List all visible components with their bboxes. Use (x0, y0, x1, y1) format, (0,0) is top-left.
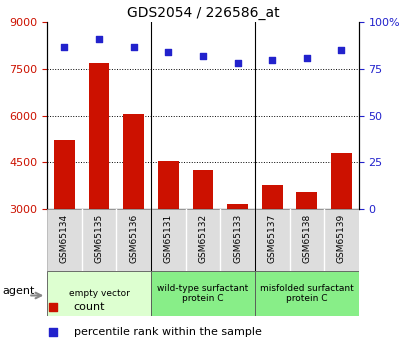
Text: wild-type surfactant
protein C: wild-type surfactant protein C (157, 284, 248, 303)
Point (268, 57, 275, 62)
Bar (116, 209, 151, 271)
Text: GSM65133: GSM65133 (232, 214, 241, 263)
Bar (192, 170, 213, 209)
Bar (296, 191, 317, 209)
Bar (157, 161, 178, 209)
Point (165, 49, 171, 55)
Bar (324, 209, 358, 271)
Bar (54, 140, 75, 209)
Text: GSM65139: GSM65139 (336, 214, 345, 263)
Text: GSM65138: GSM65138 (301, 214, 310, 263)
Bar (220, 209, 254, 271)
Bar (330, 153, 351, 209)
Text: GSM65135: GSM65135 (94, 214, 103, 263)
Bar (81, 209, 116, 271)
Point (303, 55, 309, 61)
Bar (123, 114, 144, 209)
Text: agent: agent (2, 286, 35, 296)
Text: count: count (74, 303, 105, 313)
Bar (254, 209, 289, 271)
Bar (261, 186, 282, 209)
Bar (88, 63, 109, 209)
Bar (254, 271, 358, 316)
Text: GSM65136: GSM65136 (129, 214, 138, 263)
Bar (185, 209, 220, 271)
Point (130, 44, 137, 49)
Point (337, 48, 344, 53)
Bar (227, 204, 247, 209)
Text: GSM65131: GSM65131 (164, 214, 173, 263)
Text: GSM65132: GSM65132 (198, 214, 207, 263)
Bar (47, 209, 81, 271)
Point (61, 44, 67, 49)
Bar (47, 271, 151, 316)
Title: GDS2054 / 226586_at: GDS2054 / 226586_at (126, 6, 279, 20)
Point (199, 53, 206, 59)
Point (234, 61, 240, 66)
Text: misfolded surfactant
protein C: misfolded surfactant protein C (259, 284, 353, 303)
Bar (151, 209, 185, 271)
Text: empty vector: empty vector (68, 289, 129, 298)
Bar (151, 271, 254, 316)
Bar (289, 209, 324, 271)
Text: percentile rank within the sample: percentile rank within the sample (74, 327, 261, 337)
Point (96, 37, 102, 42)
Text: GSM65137: GSM65137 (267, 214, 276, 263)
Text: GSM65134: GSM65134 (60, 214, 69, 263)
